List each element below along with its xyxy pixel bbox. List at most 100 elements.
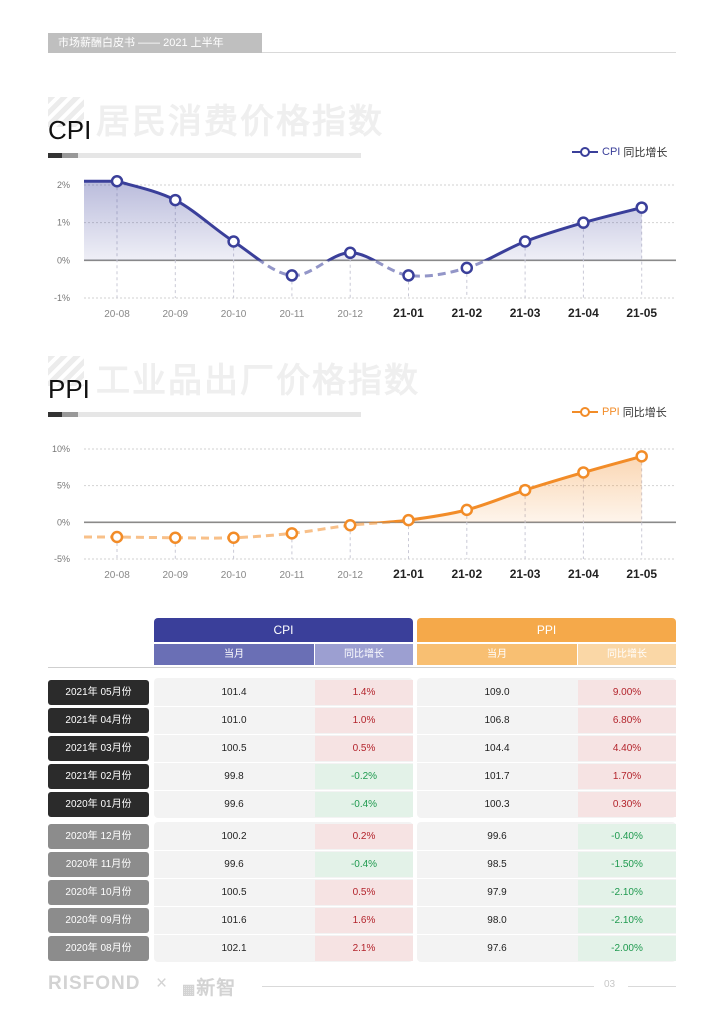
cpi-current-cell: 101.4	[221, 687, 247, 698]
cpi-legend-label: 同比增长	[623, 147, 668, 159]
row-separator	[154, 878, 676, 879]
cpi-title: CPI	[48, 115, 92, 145]
data-point	[343, 519, 357, 532]
xinzhi-logo-text: 新智	[196, 978, 237, 999]
cpi-yoy-cell: 1.6%	[315, 908, 413, 933]
cpi-title-underline	[48, 153, 361, 158]
ppi-yoy-cell: 6.80%	[578, 708, 676, 733]
cpi-legend-marker-icon	[572, 147, 598, 157]
y-tick-label: 1%	[57, 218, 70, 228]
x-tick-label: 20-09	[163, 570, 189, 581]
ppi-current-cell: 97.6	[487, 943, 507, 954]
row-separator	[154, 762, 676, 763]
x-tick-label: 20-11	[279, 309, 304, 320]
row-label: 2020年 12月份	[48, 824, 149, 849]
cpi-current-cell: 100.5	[221, 743, 247, 754]
table-header-ppi: PPI	[417, 618, 676, 642]
ppi-yoy-cell: 9.00%	[578, 680, 676, 705]
x-tick-label: 21-03	[510, 306, 541, 320]
cpi-current-cell: 100.2	[221, 831, 247, 842]
cpi-yoy-cell: 0.5%	[315, 880, 413, 905]
ppi-legend-marker-icon	[572, 407, 598, 417]
data-point	[460, 261, 474, 275]
y-tick-label: -1%	[54, 293, 70, 303]
ppi-yoy-cell: 1.70%	[578, 764, 676, 789]
ppi-yoy-cell: -2.10%	[578, 880, 676, 905]
data-point	[518, 235, 532, 248]
footer-divider	[262, 986, 594, 987]
ppi-yoy-cell: -1.50%	[578, 852, 676, 877]
cpi-legend: CPI 同比增长	[572, 144, 667, 160]
cpi-yoy-cell: -0.4%	[315, 792, 413, 817]
y-tick-label: 0%	[57, 517, 70, 527]
cpi-current-cell: 101.6	[221, 915, 247, 926]
ppi-title-underline	[48, 412, 361, 417]
data-point	[577, 466, 590, 479]
y-tick-label: 5%	[57, 481, 70, 491]
row-separator	[154, 850, 676, 851]
data-point	[110, 530, 124, 544]
ppi-current-cell: 99.6	[487, 831, 507, 842]
x-tick-label: 20-12	[337, 309, 363, 320]
data-point	[227, 531, 240, 544]
xinzhi-logo: ▦新智	[182, 973, 236, 1000]
cpi-yoy-cell: 1.0%	[315, 708, 413, 733]
data-point	[227, 235, 240, 248]
data-point	[285, 527, 299, 540]
cpi-current-cell: 99.6	[224, 799, 244, 810]
header-title: 市场薪酬白皮书 —— 2021 上半年	[48, 33, 262, 53]
row-separator	[154, 934, 676, 935]
area-fill	[84, 456, 642, 523]
x-tick-label: 20-11	[279, 570, 304, 581]
ppi-current-cell: 98.0	[487, 915, 507, 926]
table-sub-cpi-yoy: 同比增长	[315, 644, 413, 665]
xinzhi-mark-icon: ▦	[182, 981, 197, 997]
table-header-cpi: CPI	[154, 618, 413, 642]
data-point	[635, 450, 648, 463]
x-tick-label: 20-08	[104, 570, 130, 581]
data-point	[402, 513, 415, 527]
x-tick-label: 20-10	[221, 309, 247, 320]
ppi-current-cell: 97.9	[487, 887, 507, 898]
cpi-legend-series: CPI	[602, 146, 621, 158]
x-tick-label: 20-09	[163, 309, 189, 320]
cpi-current-cell: 99.6	[224, 859, 244, 870]
series-line-negative	[84, 522, 403, 540]
row-label: 2020年 09月份	[48, 908, 149, 933]
ppi-yoy-cell: -2.10%	[578, 908, 676, 933]
x-tick-label: 21-04	[568, 306, 599, 320]
ppi-legend: PPI 同比增长	[572, 404, 667, 420]
x-tick-label: 21-05	[626, 306, 657, 320]
x-tick-label: 21-04	[568, 567, 599, 581]
cpi-yoy-cell: 0.5%	[315, 736, 413, 761]
header-divider	[262, 52, 676, 53]
x-tick-label: 21-02	[451, 306, 482, 320]
ppi-current-cell: 109.0	[484, 687, 510, 698]
risfond-logo: RISFOND	[48, 973, 141, 994]
series-line	[365, 454, 643, 523]
table-sub-ppi-yoy: 同比增长	[578, 644, 676, 665]
row-separator	[154, 734, 676, 735]
data-point	[635, 201, 648, 214]
ppi-title: PPI	[48, 374, 90, 404]
y-tick-label: 0%	[57, 255, 70, 265]
ppi-watermark: 工业品出厂价格指数	[96, 361, 420, 401]
ppi-yoy-cell: 0.30%	[578, 792, 676, 817]
ppi-current-cell: 104.4	[484, 743, 510, 754]
watermark-stripes	[48, 356, 84, 386]
row-label: 2020年 11月份	[48, 852, 149, 877]
data-point	[518, 483, 532, 497]
cpi-current-cell: 102.1	[221, 943, 247, 954]
logo-separator: ×	[156, 973, 169, 994]
cpi-current-cell: 100.5	[221, 887, 247, 898]
ppi-yoy-cell: -0.40%	[578, 824, 676, 849]
cpi-yoy-cell: -0.2%	[315, 764, 413, 789]
cpi-yoy-cell: 1.4%	[315, 680, 413, 705]
cpi-yoy-cell: -0.4%	[315, 852, 413, 877]
cpi-chart: 2% 1% 0% -1% 20-08 20-09 20-10 20-11 20-12 21-01 2…	[54, 174, 676, 320]
ppi-legend-series: PPI	[602, 406, 620, 418]
row-label: 2021年 02月份	[48, 764, 149, 789]
ppi-legend-label: 同比增长	[622, 407, 667, 419]
y-tick-label: 10%	[52, 444, 70, 454]
x-tick-label: 20-12	[337, 570, 363, 581]
